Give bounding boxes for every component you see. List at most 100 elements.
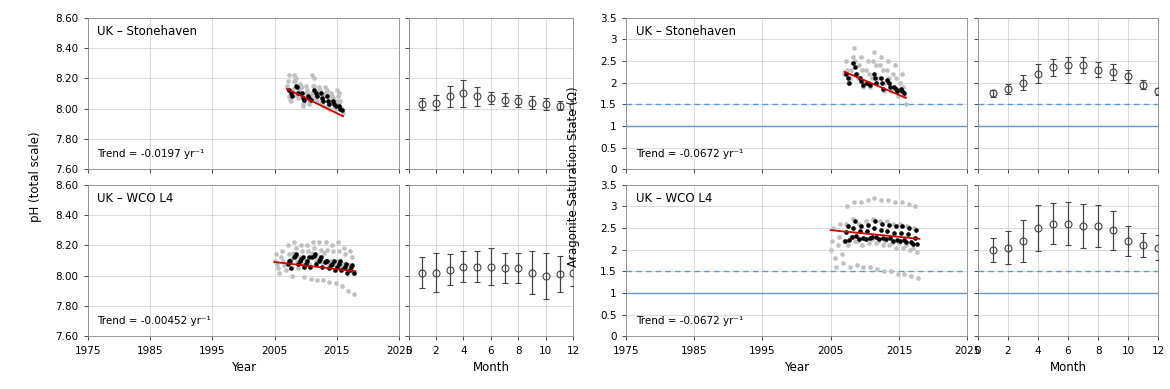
Point	[329, 100, 347, 106]
X-axis label: Year: Year	[230, 361, 256, 374]
Point	[848, 238, 867, 244]
Point	[289, 95, 308, 101]
Point	[330, 90, 349, 96]
Point	[903, 244, 922, 251]
Point	[880, 75, 899, 81]
Point	[889, 240, 908, 246]
Point	[868, 266, 887, 272]
Point	[893, 88, 911, 95]
Point	[319, 265, 338, 271]
Point	[896, 101, 915, 107]
Point	[281, 258, 300, 264]
Point	[901, 247, 920, 253]
Point	[865, 49, 883, 55]
Point	[278, 78, 297, 84]
Point	[844, 216, 862, 223]
Point	[873, 221, 892, 227]
Point	[879, 197, 897, 203]
Point	[277, 261, 296, 267]
Point	[333, 261, 352, 267]
Point	[300, 95, 318, 101]
Point	[322, 98, 340, 104]
Point	[894, 237, 913, 243]
Point	[859, 58, 878, 64]
Point	[288, 89, 307, 95]
Point	[883, 84, 902, 90]
Point	[873, 81, 892, 87]
Point	[876, 238, 895, 244]
Point	[314, 263, 332, 270]
Point	[328, 258, 346, 264]
Point	[332, 283, 351, 289]
Point	[827, 264, 846, 270]
Point	[284, 254, 303, 261]
Point	[294, 261, 312, 267]
Point	[873, 67, 892, 73]
Point	[872, 227, 890, 233]
Point	[298, 93, 317, 100]
Point	[295, 95, 314, 101]
Point	[895, 270, 914, 277]
Point	[331, 105, 350, 112]
Point	[309, 254, 328, 261]
Point	[860, 71, 879, 77]
Point	[881, 84, 900, 90]
Point	[860, 82, 879, 88]
Point	[844, 53, 862, 60]
Point	[280, 72, 298, 78]
Point	[863, 58, 882, 64]
Point	[267, 251, 285, 258]
Point	[285, 239, 304, 245]
Point	[834, 259, 853, 266]
Point	[344, 270, 363, 276]
Point	[280, 258, 298, 264]
Point	[326, 280, 345, 286]
Point	[329, 239, 347, 245]
Point	[289, 265, 308, 271]
Point	[291, 84, 310, 91]
Point	[862, 75, 881, 81]
Point	[840, 79, 859, 86]
Point	[888, 93, 907, 99]
Point	[323, 242, 342, 249]
Point	[285, 78, 304, 84]
Point	[284, 72, 303, 78]
Point	[332, 107, 351, 113]
Point	[283, 90, 302, 96]
Point	[285, 78, 304, 84]
Point	[310, 87, 329, 93]
Point	[297, 261, 316, 267]
Text: pH (total scale): pH (total scale)	[28, 132, 42, 222]
Point	[322, 262, 340, 268]
Point	[339, 262, 358, 268]
Point	[885, 230, 903, 236]
Point	[287, 245, 305, 252]
Point	[322, 258, 340, 264]
Point	[301, 96, 319, 103]
Point	[324, 95, 343, 101]
Point	[904, 225, 923, 231]
Point	[280, 87, 298, 93]
Point	[338, 288, 357, 294]
Point	[280, 93, 298, 100]
Point	[323, 93, 342, 100]
Point	[853, 235, 872, 242]
Point	[305, 87, 324, 93]
Point	[866, 218, 885, 224]
Point	[886, 86, 904, 92]
Point	[291, 242, 310, 249]
Point	[287, 83, 305, 89]
Point	[830, 233, 848, 240]
Point	[842, 67, 861, 73]
Point	[337, 266, 356, 273]
Point	[328, 263, 346, 270]
Point	[900, 225, 918, 231]
Point	[278, 87, 297, 93]
Point	[876, 79, 895, 86]
Point	[326, 102, 345, 109]
Point	[314, 98, 332, 104]
Point	[893, 223, 911, 229]
Point	[826, 255, 845, 261]
Point	[294, 102, 312, 109]
Point	[304, 239, 323, 245]
